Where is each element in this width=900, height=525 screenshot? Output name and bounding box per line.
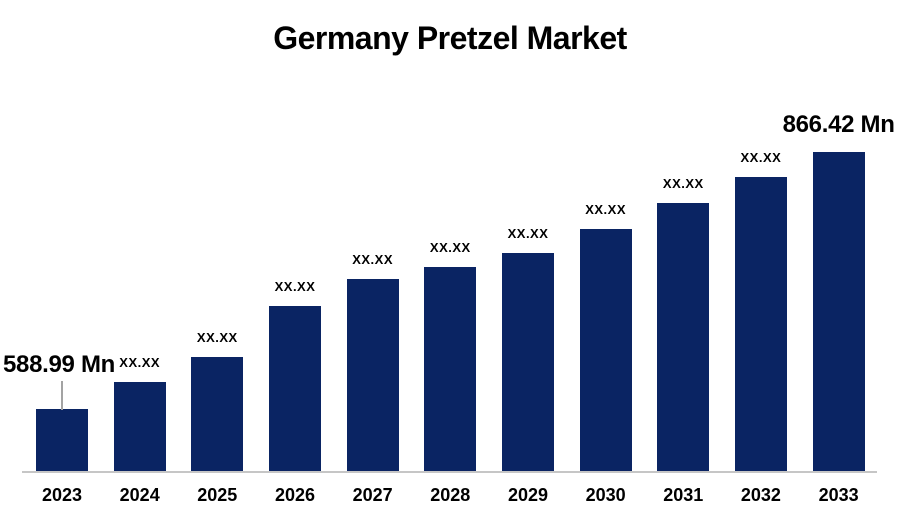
x-axis-tick-2033: 2033 xyxy=(818,485,859,505)
x-axis-tick-2029: 2029 xyxy=(507,485,549,505)
bar-2028 xyxy=(424,267,477,473)
bar-2032 xyxy=(734,177,787,473)
bar-2026 xyxy=(269,306,321,473)
bar-2023 xyxy=(36,409,88,473)
bar-value-label-2032: XX.XX xyxy=(740,150,782,165)
bar-value-label-2024: XX.XX xyxy=(119,355,161,370)
x-axis-tick-2028: 2028 xyxy=(430,485,471,505)
bar-2031 xyxy=(657,203,710,473)
bar-2025 xyxy=(191,357,244,473)
bar-2024 xyxy=(113,382,166,473)
bar-2030 xyxy=(579,229,632,473)
x-axis-tick-2026: 2026 xyxy=(274,485,316,505)
bar-value-label-2023: 588.99 Mn xyxy=(2,351,116,378)
x-axis-tick-2032: 2032 xyxy=(740,485,781,505)
chart-title: Germany Pretzel Market xyxy=(273,20,627,56)
bar-value-label-2031: XX.XX xyxy=(662,176,704,191)
x-axis-line xyxy=(22,471,877,473)
x-axis-tick-2030: 2030 xyxy=(585,485,626,505)
bar-2033 xyxy=(812,152,865,473)
x-axis-tick-2023: 2023 xyxy=(41,485,83,505)
bar-value-label-2027: XX.XX xyxy=(352,252,393,267)
bar-value-label-2028: XX.XX xyxy=(429,240,471,255)
bar-2029 xyxy=(502,253,554,473)
bar-value-label-2033: 866.42 Mn xyxy=(782,111,895,138)
bar-value-label-2029: XX.XX xyxy=(507,226,549,241)
bar-2027 xyxy=(346,279,399,473)
bar-value-label-2026: XX.XX xyxy=(274,279,316,294)
x-axis-tick-2024: 2024 xyxy=(119,485,160,505)
bar-value-label-2025: XX.XX xyxy=(196,330,238,345)
callout-leader-line-2023 xyxy=(61,381,63,410)
x-axis-tick-2025: 2025 xyxy=(197,485,238,505)
x-axis-tick-2031: 2031 xyxy=(663,485,704,505)
bar-value-label-2030: XX.XX xyxy=(585,202,626,217)
x-axis-tick-2027: 2027 xyxy=(352,485,393,505)
